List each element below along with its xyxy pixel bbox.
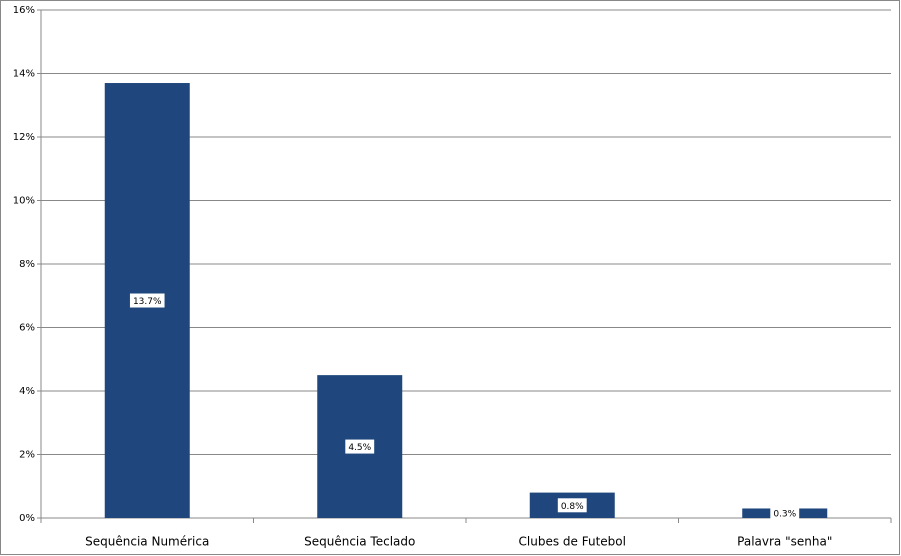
value-label: 0.8% [561, 502, 584, 512]
y-tick-label: 10% [13, 196, 35, 207]
y-tick-label: 2% [19, 450, 35, 461]
y-tick-label: 14% [13, 69, 35, 80]
x-tick-label: Sequência Teclado [304, 535, 415, 549]
y-tick-label: 12% [13, 132, 35, 143]
x-tick-label: Palavra "senha" [737, 535, 832, 549]
y-tick-label: 4% [19, 386, 35, 397]
value-label-bg [770, 506, 800, 521]
y-tick-label: 6% [19, 323, 35, 334]
value-label-bg [129, 293, 165, 308]
value-label: 0.3% [773, 510, 796, 520]
value-label: 4.5% [348, 443, 371, 453]
x-tick-label: Sequência Numérica [85, 535, 209, 549]
value-label: 13.7% [133, 297, 162, 307]
y-tick-label: 0% [19, 513, 35, 524]
x-tick-label: Clubes de Futebol [519, 535, 626, 549]
value-label-bg [557, 498, 587, 513]
y-tick-label: 16% [13, 5, 35, 16]
value-label-bg [345, 439, 375, 454]
y-tick-label: 8% [19, 259, 35, 270]
